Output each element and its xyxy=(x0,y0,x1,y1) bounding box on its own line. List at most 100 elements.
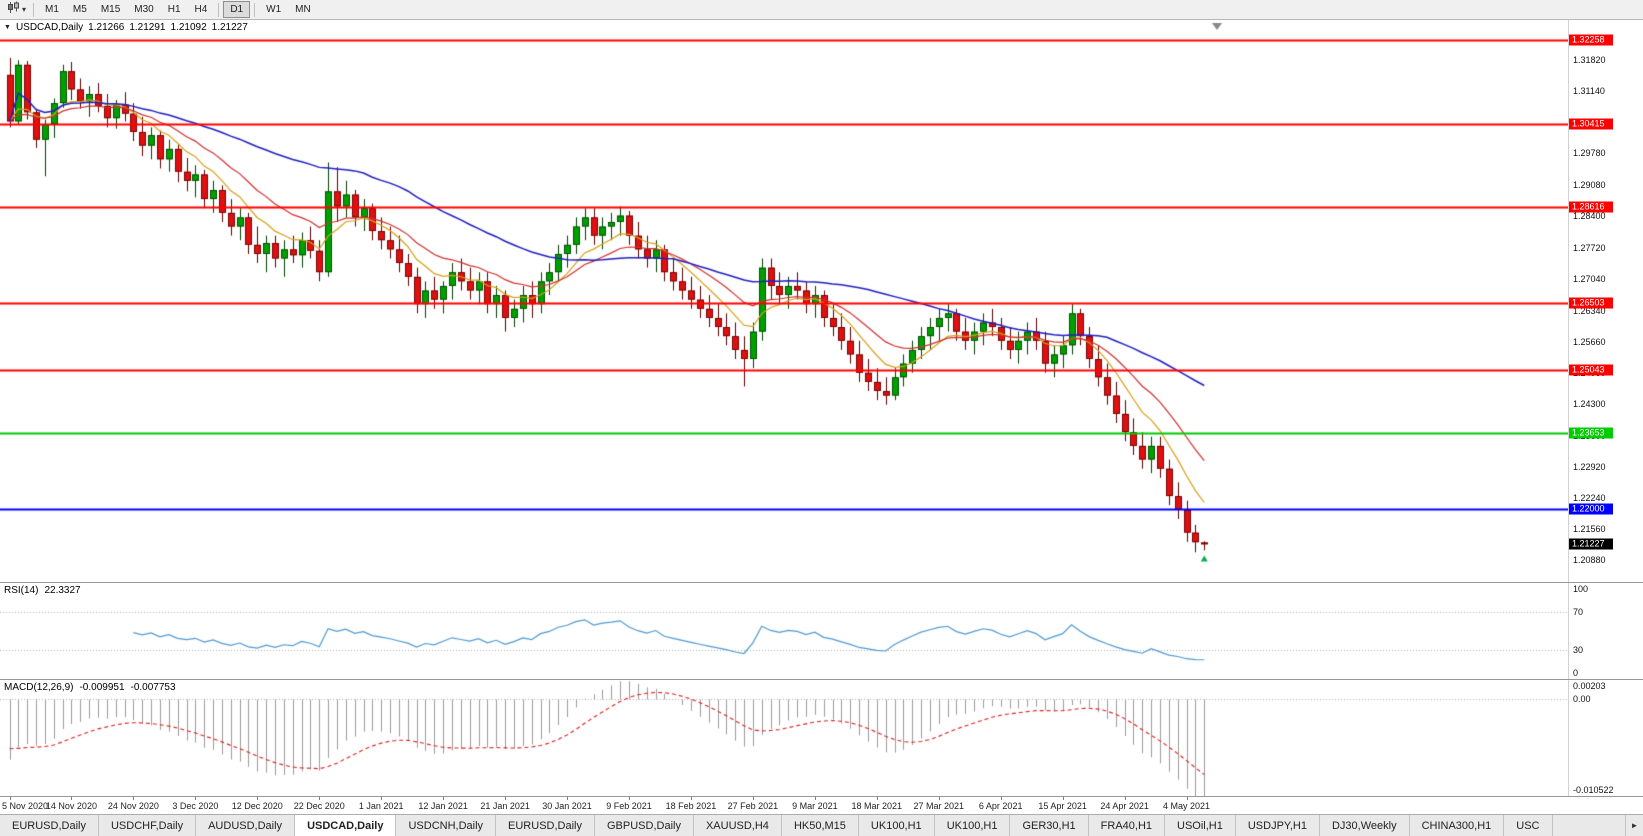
date-label: 21 Jan 2021 xyxy=(480,801,530,811)
candlestick-chart-icon xyxy=(7,1,20,19)
date-tick xyxy=(505,797,506,800)
macd-panel: MACD(12,26,9) -0.009951 -0.007753 0.0020… xyxy=(0,680,1643,796)
symbol-dropdown-icon: ▼ xyxy=(4,24,11,31)
symbol-tab-hk50-m15[interactable]: HK50,M15 xyxy=(781,815,859,836)
rsi-value: 22.3327 xyxy=(44,585,81,596)
symbol-tab-usdchf-daily[interactable]: USDCHF,Daily xyxy=(98,815,197,836)
symbol-tab-fra40-h1[interactable]: FRA40,H1 xyxy=(1088,815,1166,836)
timeframe-button-w1[interactable]: W1 xyxy=(266,4,282,15)
high-value: 1.21291 xyxy=(129,22,166,33)
macd-axis-label: -0.010522 xyxy=(1573,785,1614,795)
macd-axis-label: 0.00203 xyxy=(1573,681,1606,691)
timeframe-buttons: M1 M5 M15 M30 H1 H4 D1 W1 MN xyxy=(38,1,318,18)
date-tick xyxy=(10,797,11,800)
timeframe-button-h4[interactable]: H4 xyxy=(194,4,208,15)
macd-signal-value: -0.007753 xyxy=(130,682,176,693)
panel-divider[interactable] xyxy=(0,679,1643,680)
symbol-tab-xauusd-h4[interactable]: XAUUSD,H4 xyxy=(693,815,782,836)
rsi-axis-label: 0 xyxy=(1573,668,1579,678)
date-label: 24 Nov 2020 xyxy=(107,801,159,811)
date-label: 5 Nov 2020 xyxy=(2,801,49,811)
price-axis-label: 1.31820 xyxy=(1573,55,1606,66)
date-label: 6 Apr 2021 xyxy=(978,801,1023,811)
date-label: 3 Dec 2020 xyxy=(172,801,219,811)
price-axis-label: 1.22240 xyxy=(1573,492,1606,503)
price-axis-label: 1.24300 xyxy=(1573,398,1606,409)
hline-price-tag: 1.28616 xyxy=(1569,201,1613,213)
timeframe-button-m1[interactable]: M1 xyxy=(45,4,59,15)
toolbar-separator xyxy=(33,2,35,17)
chart-type-button[interactable]: ▾ xyxy=(4,0,29,20)
date-tick xyxy=(753,797,754,800)
rsi-axis-label: 70 xyxy=(1573,606,1584,617)
price-axis-label: 1.28400 xyxy=(1573,211,1606,222)
symbol-tabbar: EURUSD,Daily USDCHF,Daily AUDUSD,Daily USDC… xyxy=(0,814,1643,836)
macd-axis-label: 0.00 xyxy=(1573,693,1591,704)
chevron-down-icon: ▾ xyxy=(22,4,27,14)
hline-price-tag: 1.22000 xyxy=(1569,503,1613,515)
date-tick xyxy=(691,797,692,800)
date-axis: 5 Nov 2020 14 Nov 2020 24 Nov 2020 3 Dec 20… xyxy=(0,796,1643,814)
rsi-name: RSI(14) xyxy=(4,585,39,596)
timeframe-button-m30[interactable]: M30 xyxy=(134,4,154,15)
symbol-tab-eurusd-daily[interactable]: EURUSD,Daily xyxy=(496,815,595,836)
toolbar-separator xyxy=(218,2,220,17)
date-label: 15 Apr 2021 xyxy=(1038,801,1087,811)
symbol-tab-china300-h1[interactable]: CHINA300,H1 xyxy=(1409,815,1505,836)
price-axis-label: 1.29080 xyxy=(1573,180,1606,191)
open-value: 1.21266 xyxy=(88,22,125,33)
date-tick xyxy=(195,797,196,800)
timeframe-button-d1[interactable]: D1 xyxy=(223,1,251,18)
date-label: 1 Jan 2021 xyxy=(358,801,404,811)
rsi-label: RSI(14) 22.3327 xyxy=(4,585,81,596)
symbol-tab-usdcad-daily[interactable]: USDCAD,Daily xyxy=(295,815,397,836)
timeframe-button-m5[interactable]: M5 xyxy=(72,4,87,15)
timeframe-button-h1[interactable]: H1 xyxy=(167,4,181,15)
rsi-canvas[interactable] xyxy=(0,583,1568,679)
symbol-tab-usdcnh-daily[interactable]: USDCNH,Daily xyxy=(396,815,497,836)
symbol-tab-audusd-daily[interactable]: AUDUSD,Daily xyxy=(196,815,296,836)
symbol-tab-uk100-h1[interactable]: UK100,H1 xyxy=(934,815,1011,836)
timeframe-button-m15[interactable]: M15 xyxy=(100,4,121,15)
rsi-panel: RSI(14) 22.3327 100 70 30 0 xyxy=(0,583,1643,679)
toolbar-separator xyxy=(254,2,256,17)
date-label: 12 Jan 2021 xyxy=(418,801,468,811)
symbol-tab-usdjpy-h1[interactable]: USDJPY,H1 xyxy=(1235,815,1320,836)
hline-price-tag: 1.26503 xyxy=(1569,297,1613,309)
price-axis-label: 1.27720 xyxy=(1573,242,1606,253)
timeframe-toolbar: ▾ M1 M5 M15 M30 H1 H4 D1 W1 MN xyxy=(0,0,1643,20)
price-axis-label: 1.22920 xyxy=(1573,461,1606,472)
panel-divider[interactable] xyxy=(0,582,1643,583)
date-tick xyxy=(257,797,258,800)
symbol-tab-usc[interactable]: USC xyxy=(1504,815,1553,836)
date-tick xyxy=(319,797,320,800)
price-axis-label: 1.21560 xyxy=(1573,523,1606,534)
macd-name: MACD(12,26,9) xyxy=(4,682,74,693)
macd-canvas[interactable] xyxy=(0,680,1568,796)
symbol-tab-ger30-h1[interactable]: GER30,H1 xyxy=(1010,815,1089,836)
timeframe-button-mn[interactable]: MN xyxy=(295,4,311,15)
price-axis-label: 1.31140 xyxy=(1573,86,1605,97)
date-tick xyxy=(1001,797,1002,800)
hline-price-tag: 1.32258 xyxy=(1569,34,1613,46)
hline-price-tag: 1.23653 xyxy=(1569,427,1613,439)
symbol-tab-gbpusd-daily[interactable]: GBPUSD,Daily xyxy=(595,815,694,836)
symbol-label: USDCAD,Daily xyxy=(15,22,84,33)
hline-price-tag: 1.25043 xyxy=(1569,364,1613,376)
main-chart-panel: ▼ USDCAD,Daily 1.21266 1.21291 1.21092 1… xyxy=(0,20,1643,582)
macd-label: MACD(12,26,9) -0.009951 -0.007753 xyxy=(4,682,176,693)
symbol-tab-usoil-h1[interactable]: USOil,H1 xyxy=(1165,815,1236,836)
symbol-tab-eurusd-daily[interactable]: EURUSD,Daily xyxy=(0,815,99,836)
date-label: 27 Mar 2021 xyxy=(913,801,965,811)
symbol-tab-dj30-weekly[interactable]: DJ30,Weekly xyxy=(1319,815,1410,836)
date-tick xyxy=(443,797,444,800)
date-label: 4 May 2021 xyxy=(1163,801,1211,811)
main-chart-canvas[interactable] xyxy=(0,20,1568,582)
date-tick xyxy=(815,797,816,800)
price-axis-label: 1.29780 xyxy=(1573,148,1606,159)
tab-scroll-right-button[interactable]: ► xyxy=(1625,815,1643,836)
price-axis: 1.318201.311401.304601.297801.290801.284… xyxy=(1568,20,1643,582)
symbol-tab-uk100-h1[interactable]: UK100,H1 xyxy=(858,815,935,836)
date-tick xyxy=(71,797,72,800)
